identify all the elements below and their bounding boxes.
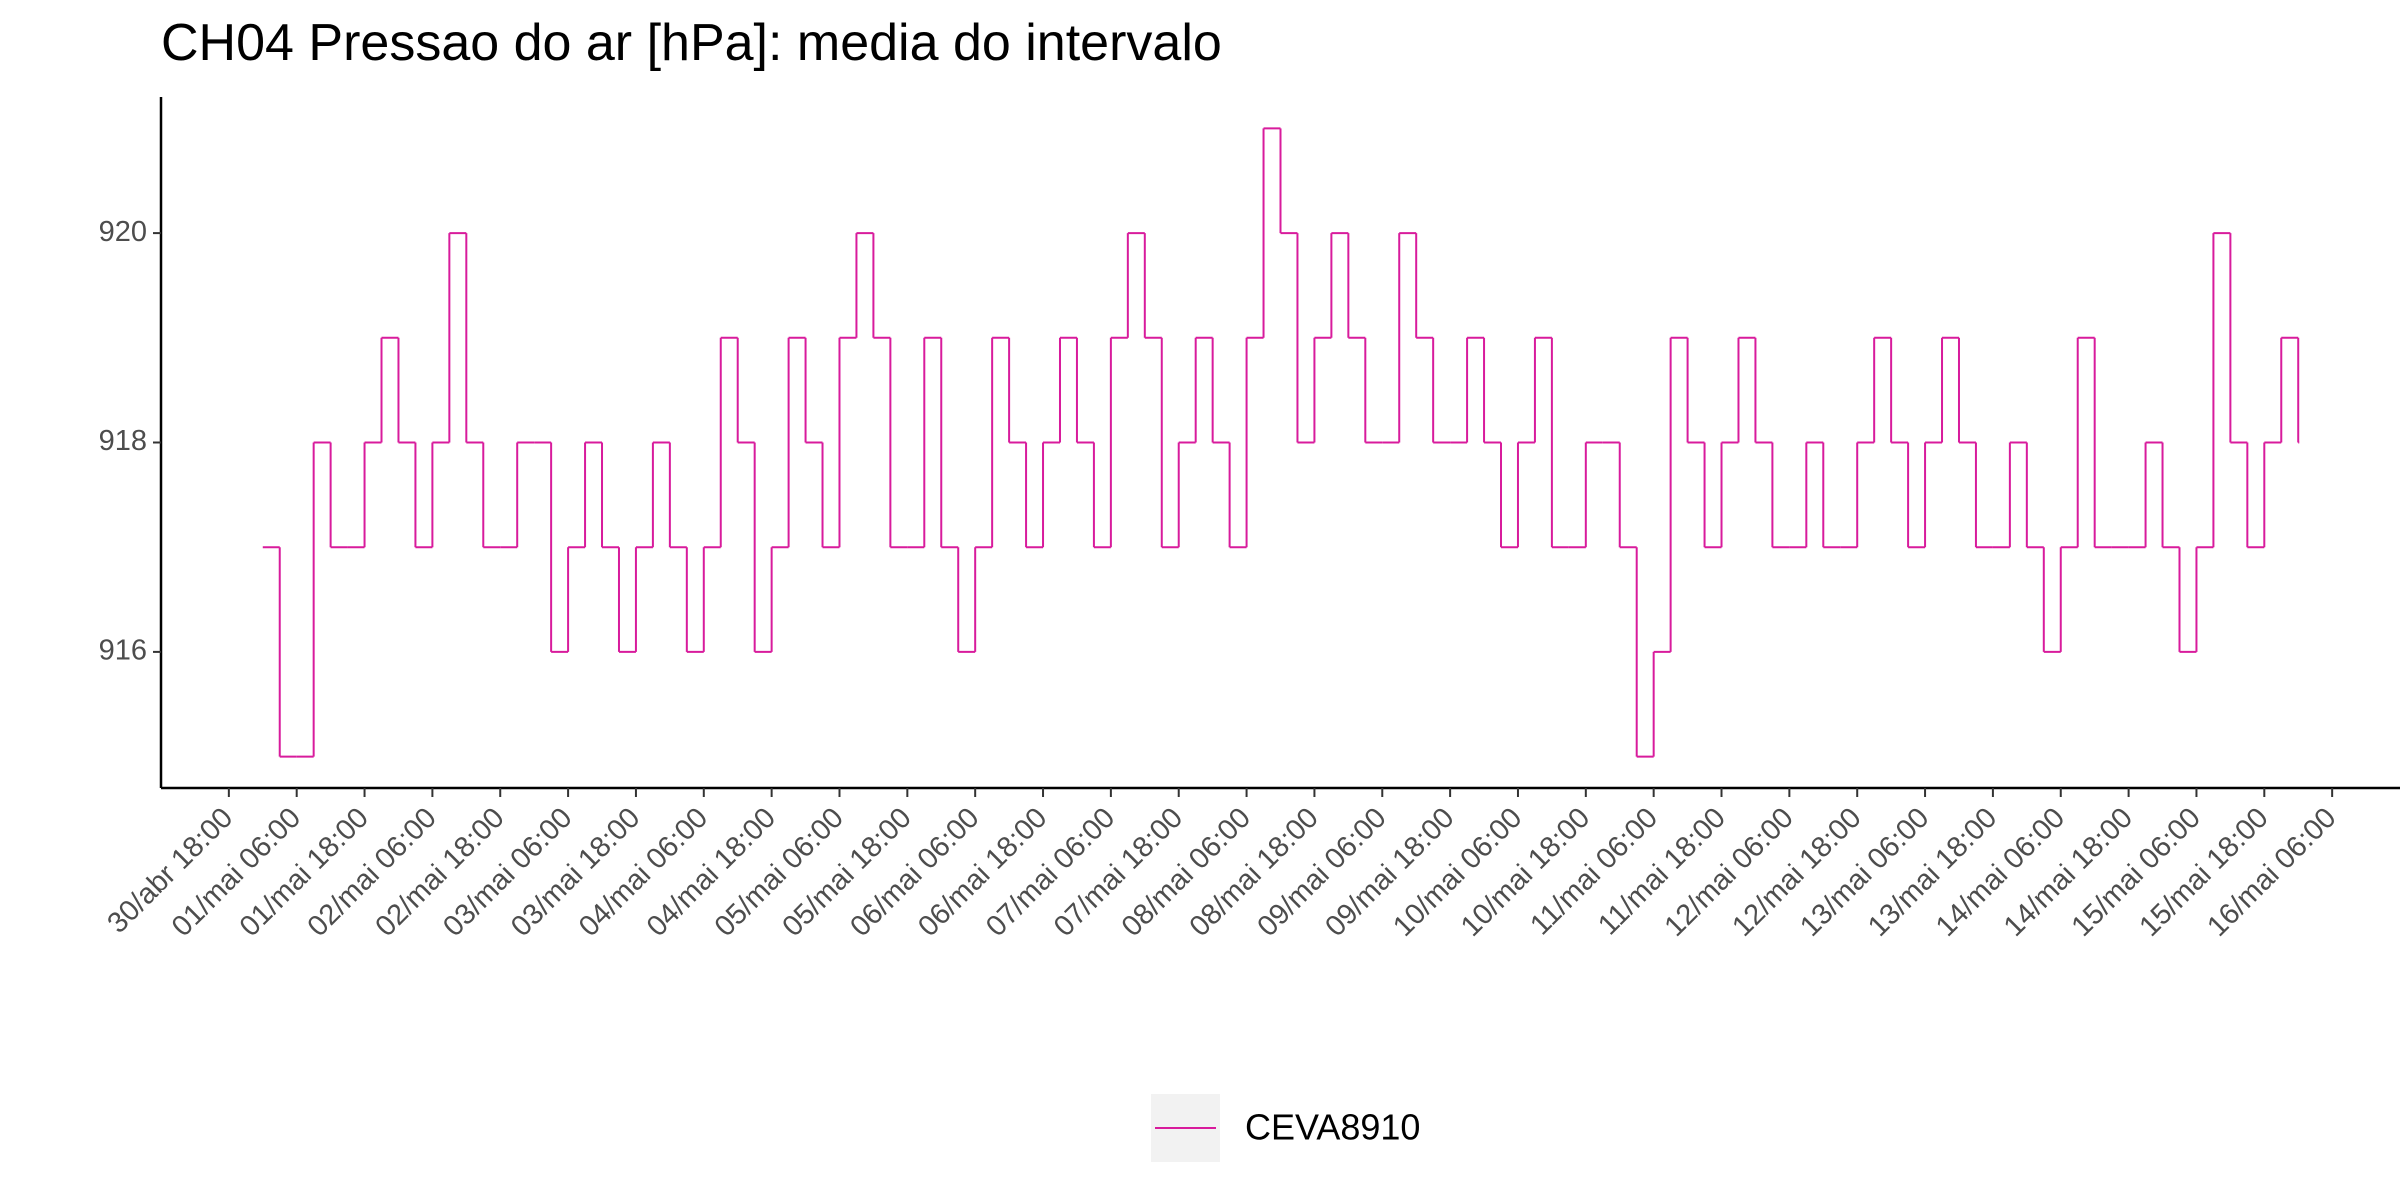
series-line [262,127,2300,758]
legend-label: CEVA8910 [1245,1107,1420,1148]
chart-title: CH04 Pressao do ar [hPa]: media do inter… [161,14,1222,72]
y-tick-label: 920 [99,216,147,248]
y-tick-label: 918 [99,425,147,457]
y-tick-label: 916 [99,635,147,667]
